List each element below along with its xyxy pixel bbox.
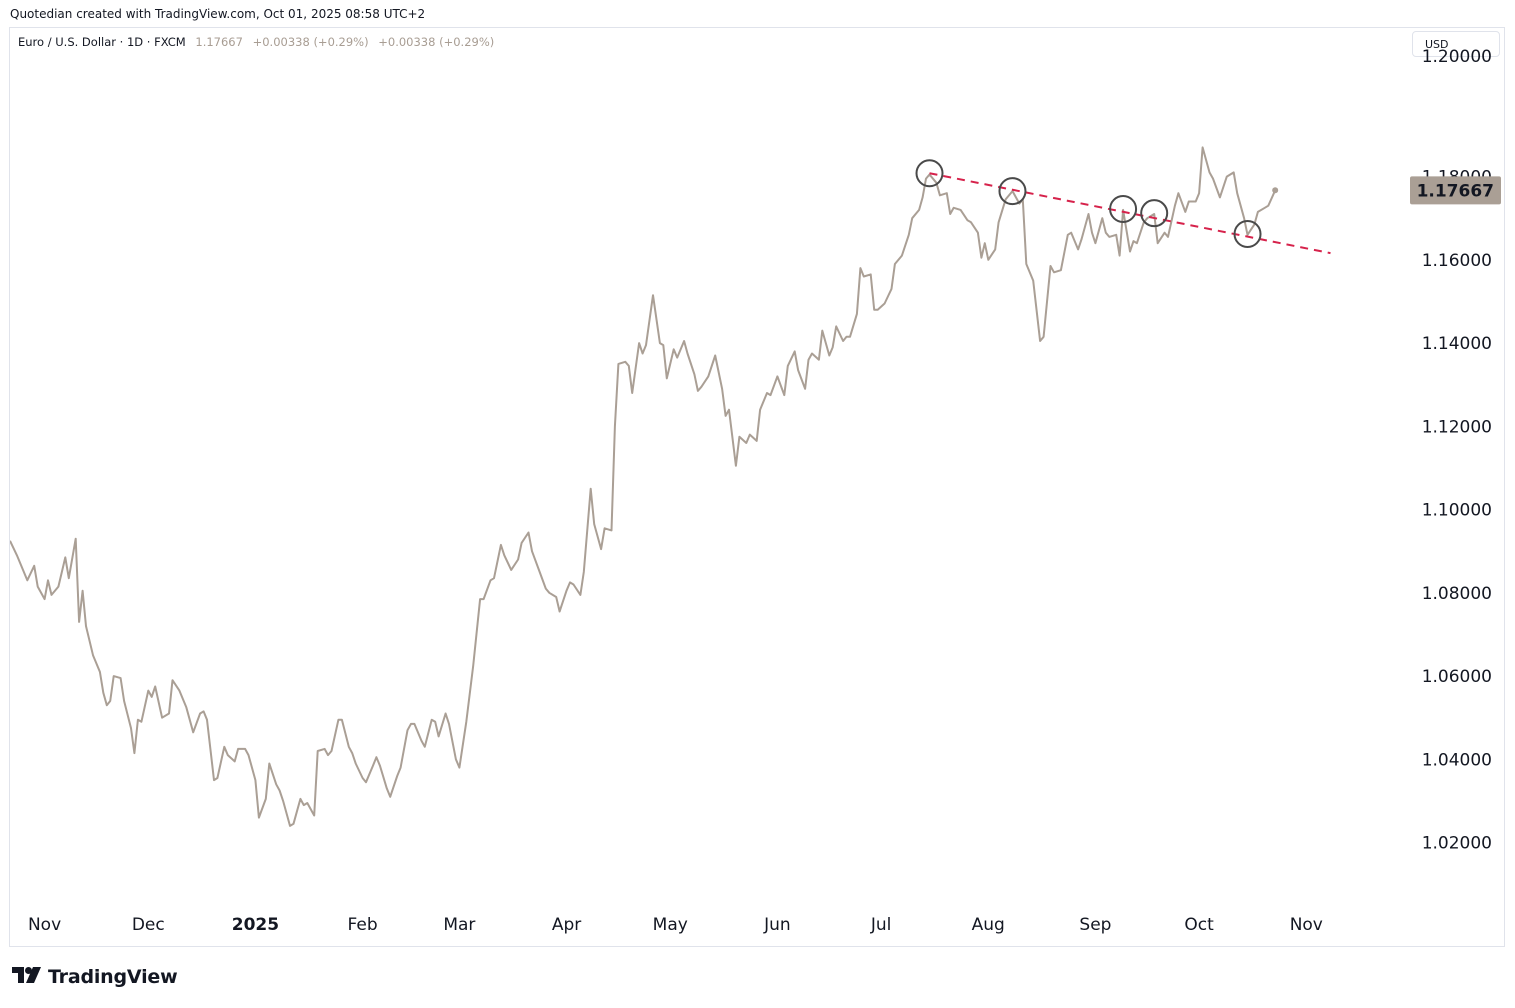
highlight-circle[interactable]	[1140, 199, 1169, 228]
highlight-circle[interactable]	[915, 159, 944, 188]
x-tick-label: May	[653, 915, 688, 935]
x-tick-label: Mar	[443, 915, 475, 935]
x-tick-label: Sep	[1079, 915, 1111, 935]
y-tick-label: 1.02000	[1422, 834, 1492, 854]
y-tick-label: 1.08000	[1422, 584, 1492, 604]
last-price-dot	[1272, 187, 1279, 194]
last-price-badge: 1.17667	[1410, 176, 1501, 205]
x-tick-label: Jul	[870, 915, 892, 935]
x-tick-label: Oct	[1184, 915, 1214, 935]
price-series-line	[10, 146, 1277, 827]
plot-area	[10, 146, 1279, 827]
y-tick-label: 1.14000	[1422, 334, 1492, 354]
last-price-badge-bg	[1410, 176, 1501, 205]
x-tick-label: Nov	[28, 915, 61, 935]
x-tick-label: Aug	[972, 915, 1005, 935]
y-tick-label: 1.12000	[1422, 417, 1492, 437]
highlight-circle[interactable]	[1109, 195, 1138, 224]
y-tick-label: 1.16000	[1422, 251, 1492, 271]
annotations	[915, 159, 1331, 255]
x-tick-label: Dec	[132, 915, 165, 935]
x-tick-label: Apr	[552, 915, 581, 935]
legend-change: +0.00338 (+0.29%)	[252, 35, 369, 49]
y-axis-partial-tick: 1.20000	[1422, 47, 1492, 67]
trendline[interactable]	[929, 172, 1331, 255]
x-tick-label: 2025	[232, 915, 279, 935]
tradingview-logo-icon	[12, 967, 42, 987]
last-price-badge-label: 1.17667	[1417, 181, 1494, 201]
x-tick-label: Feb	[348, 915, 378, 935]
brand-name: TradingView	[48, 966, 178, 988]
y-tick-label: 1.06000	[1422, 667, 1492, 687]
symbol-description[interactable]: Euro / U.S. Dollar · 1D · FXCM	[18, 35, 186, 49]
legend-last-price: 1.17667	[195, 35, 243, 49]
symbol-legend[interactable]: Euro / U.S. Dollar · 1D · FXCM 1.17667 +…	[18, 35, 494, 49]
highlight-circle[interactable]	[998, 177, 1027, 206]
chart-attribution: Quotedian created with TradingView.com, …	[10, 7, 426, 21]
x-tick-label: Jun	[763, 915, 791, 935]
chart-frame	[9, 27, 1505, 947]
y-tick-label: 1.04000	[1422, 750, 1492, 770]
y-tick-label: 1.10000	[1422, 501, 1492, 521]
currency-button[interactable]: USD	[1412, 31, 1500, 57]
legend-change-2: +0.00338 (+0.29%)	[378, 35, 495, 49]
tradingview-brand[interactable]: TradingView	[12, 966, 178, 988]
x-tick-label: Nov	[1290, 915, 1323, 935]
x-axis[interactable]: Nov Dec 2025 Feb Mar Apr May Jun Jul Aug Sep Oct Nov	[28, 915, 1323, 935]
highlight-circle[interactable]	[1233, 219, 1262, 248]
y-axis[interactable]: 1.02000 1.04000 1.06000 1.08000 1.10000 1.120…	[1422, 168, 1492, 854]
